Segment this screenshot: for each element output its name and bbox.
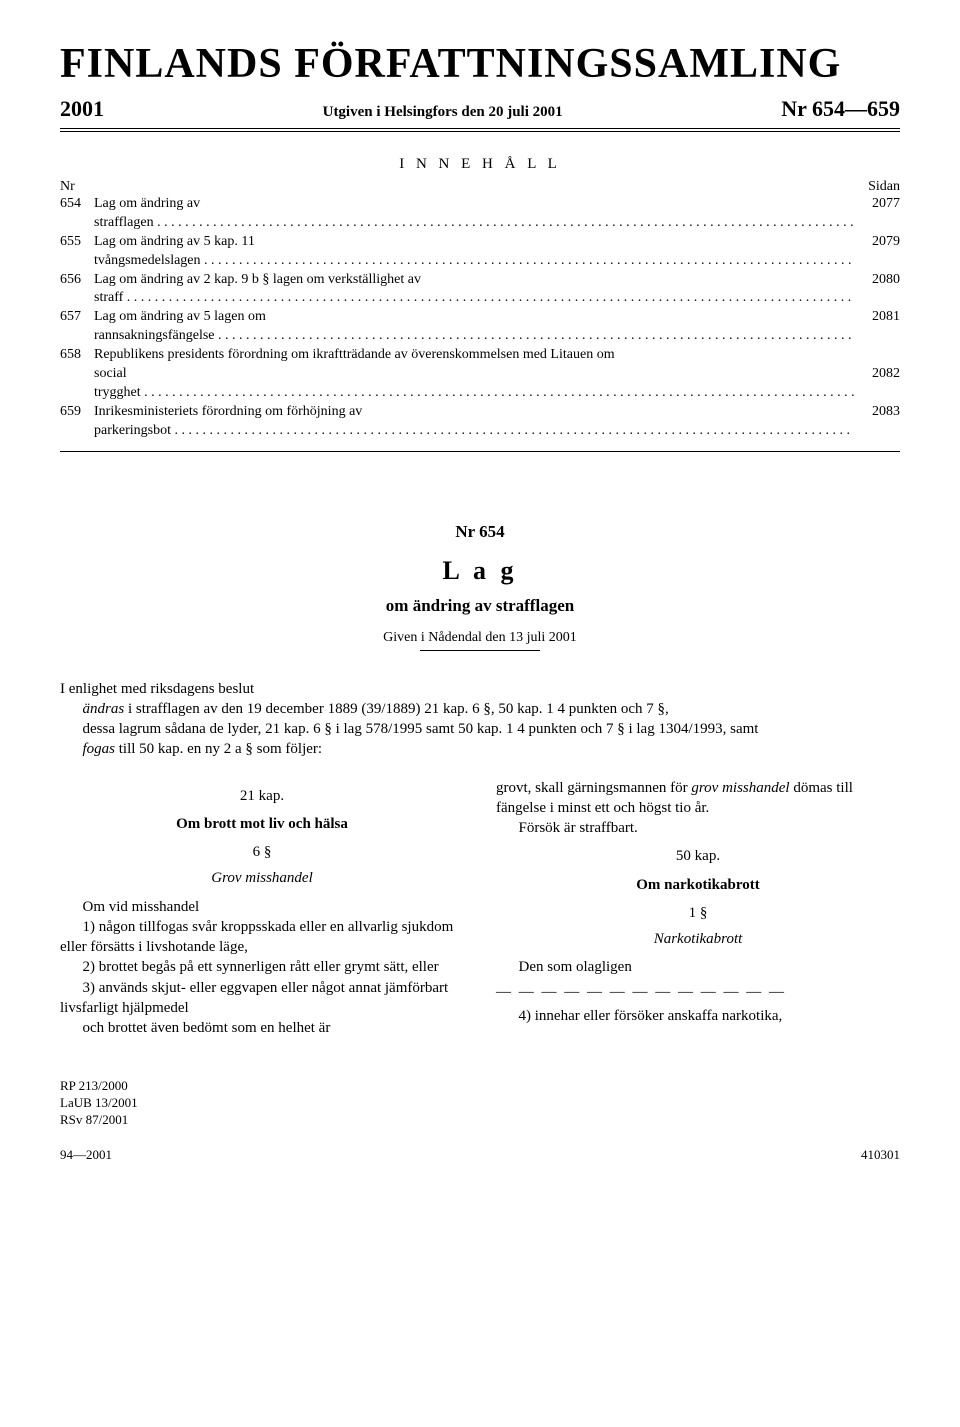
act-rule [420,650,540,651]
reference-line: RP 213/2000 [60,1078,900,1095]
section-title: Narkotikabrott [496,929,900,949]
toc-col-nr: Nr [60,179,75,195]
toc-item-page: 2082 [854,365,900,384]
toc-item-text: Inrikesministeriets förordning om förhöj… [94,403,854,441]
section-title: Grov misshandel [60,868,464,888]
body-text: 3) används skjut- eller eggvapen eller n… [60,978,464,1019]
preamble-line: fogas till 50 kap. en ny 2 a § som följe… [60,739,900,759]
chapter-title: Om brott mot liv och hälsa [60,814,464,834]
toc-item-nr: 654 [60,195,94,214]
act-number: Nr 654 [60,522,900,542]
toc-item-page: 2081 [854,308,900,327]
body-text: grovt, skall gärningsmannen för grov mis… [496,778,900,819]
toc-row: 659 Inrikesministeriets förordning om fö… [60,403,900,441]
toc-row: 655 Lag om ändring av 5 kap. 11 tvångsme… [60,233,900,271]
toc-item-page: 2080 [854,271,900,290]
toc-item-page: 2077 [854,195,900,214]
body-columns: 21 kap. Om brott mot liv och hälsa 6 § G… [60,778,900,1039]
preamble-line: ändras i strafflagen av den 19 december … [60,699,900,719]
preamble-line: dessa lagrum sådana de lyder, 21 kap. 6 … [60,719,900,739]
toc-item-text: social trygghet [94,365,854,403]
right-column: grovt, skall gärningsmannen för grov mis… [496,778,900,1039]
left-column: 21 kap. Om brott mot liv och hälsa 6 § G… [60,778,464,1039]
footer-bottom: 94—2001 410301 [60,1147,900,1163]
act-given: Given i Nådendal den 13 juli 2001 [60,630,900,646]
toc-heading: I N N E H Å L L [60,156,900,173]
chapter-label: 50 kap. [496,846,900,866]
toc-row: 000 social trygghet 2082 [60,365,900,403]
table-of-contents: I N N E H Å L L Nr Sidan 654 Lag om ändr… [60,156,900,452]
toc-row: 658 Republikens presidents förordning om… [60,346,900,365]
toc-row: 654 Lag om ändring av strafflagen 2077 [60,195,900,233]
body-text: Om vid misshandel [60,897,464,917]
preamble: I enlighet med riksdagens beslut ändras … [60,679,900,760]
toc-item-text: Lag om ändring av 5 kap. 11 tvångsmedels… [94,233,854,271]
toc-item-nr: 655 [60,233,94,252]
body-text: och brottet även bedömt som en helhet är [60,1018,464,1038]
toc-item-nr: 659 [60,403,94,422]
body-text: Försök är straffbart. [496,818,900,838]
reference-line: RSv 87/2001 [60,1112,900,1129]
body-text: Den som olagligen [496,957,900,977]
omission-dashes: — — — — — — — — — — — — — [496,982,900,1002]
chapter-title: Om narkotikabrott [496,875,900,895]
issue-nr-range: Nr 654—659 [781,96,900,122]
section-label: 1 § [496,903,900,923]
section-label: 6 § [60,842,464,862]
toc-col-page: Sidan [868,179,900,195]
footer-references: RP 213/2000 LaUB 13/2001 RSv 87/2001 [60,1078,900,1129]
toc-item-page: 2083 [854,403,900,422]
act-kind: L a g [60,556,900,586]
toc-row: 656 Lag om ändring av 2 kap. 9 b § lagen… [60,271,900,309]
toc-item-text: Republikens presidents förordning om ikr… [94,346,854,365]
toc-item-nr: 658 [60,346,94,365]
footer-left: 94—2001 [60,1147,112,1163]
body-text: 2) brottet begås på ett synnerligen rått… [60,957,464,977]
issue-line: 2001 Utgiven i Helsingfors den 20 juli 2… [60,96,900,132]
act-title: om ändring av strafflagen [60,596,900,616]
preamble-line: I enlighet med riksdagens beslut [60,679,900,699]
chapter-label: 21 kap. [60,786,464,806]
body-text: 1) någon tillfogas svår kroppsskada elle… [60,917,464,958]
toc-item-text: Lag om ändring av 5 lagen om rannsakning… [94,308,854,346]
issue-year: 2001 [60,96,104,122]
toc-item-text: Lag om ändring av 2 kap. 9 b § lagen om … [94,271,854,309]
body-text: 4) innehar eller försöker anskaffa narko… [496,1006,900,1026]
masthead-title: FINLANDS FÖRFATTNINGSSAMLING [60,40,900,88]
toc-item-nr: 657 [60,308,94,327]
toc-row: 657 Lag om ändring av 5 lagen om rannsak… [60,308,900,346]
footer-right: 410301 [861,1147,900,1163]
issue-published: Utgiven i Helsingfors den 20 juli 2001 [323,104,563,121]
toc-item-text: Lag om ändring av strafflagen [94,195,854,233]
toc-item-page: 2079 [854,233,900,252]
reference-line: LaUB 13/2001 [60,1095,900,1112]
toc-item-nr: 656 [60,271,94,290]
